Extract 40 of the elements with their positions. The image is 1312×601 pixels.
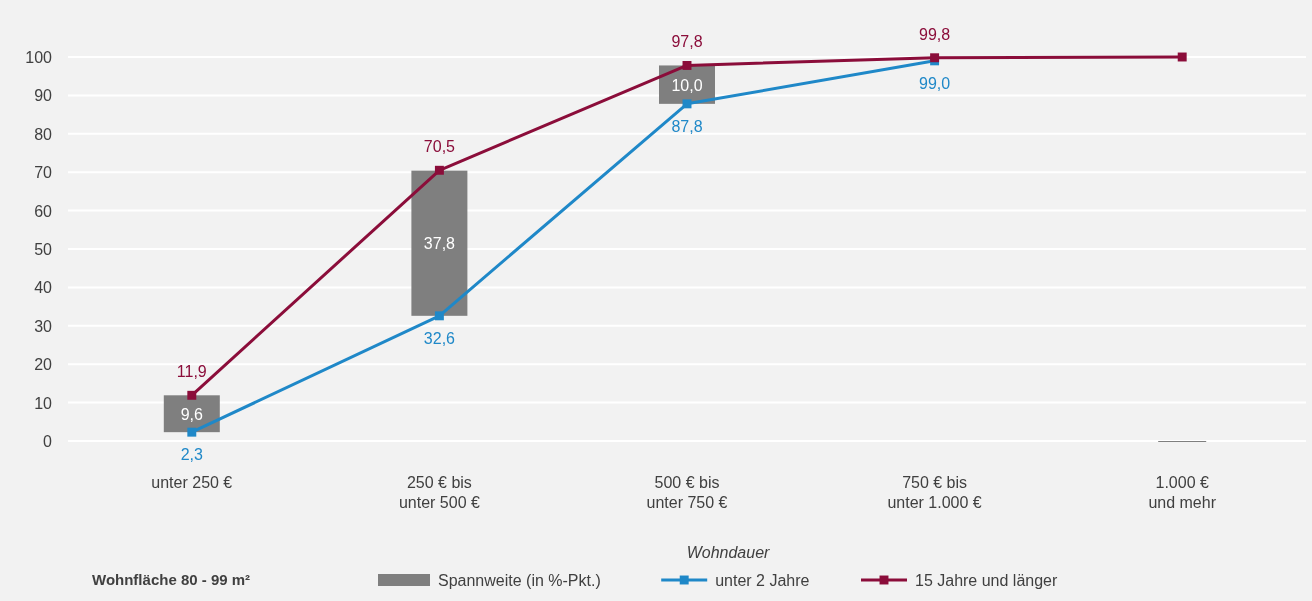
data-label: 99,0 — [919, 74, 951, 92]
y-tick-label: 50 — [34, 241, 53, 258]
data-label: 97,8 — [671, 33, 703, 51]
data-label: 37,8 — [423, 235, 456, 253]
y-tick-label: 40 — [34, 279, 53, 297]
data-label: 70,5 — [423, 138, 456, 156]
x-tick-label: 750 € bis unter 1.000 € — [887, 474, 982, 511]
data-label: 2,3 — [180, 446, 204, 464]
point — [434, 311, 444, 321]
y-tick-label: 20 — [34, 356, 53, 374]
point — [187, 427, 197, 437]
point — [434, 165, 444, 175]
x-tick-label: unter 250 € — [151, 474, 233, 491]
y-tick-label: 0 — [43, 433, 53, 450]
data-label: 32,6 — [423, 329, 456, 347]
point — [682, 99, 692, 109]
data-label: 99,8 — [919, 25, 951, 43]
data-label: 87,8 — [671, 117, 703, 135]
point — [1177, 52, 1187, 62]
y-tick-label: 70 — [34, 164, 53, 182]
y-tick-label: 80 — [34, 125, 53, 143]
y-tick-label: 100 — [25, 49, 53, 66]
x-tick-label: 1.000 € und mehr — [1148, 474, 1217, 511]
bar — [411, 170, 468, 316]
y-tick-label: 90 — [34, 87, 53, 105]
data-label: 9,6 — [180, 405, 204, 423]
data-label: 11,9 — [176, 363, 207, 381]
point — [682, 60, 692, 70]
legend-label: Spannweite (in %-Pkt.) — [438, 572, 601, 589]
legend-title: Wohndauer — [686, 544, 771, 561]
legend-label: unter 2 Jahre — [715, 572, 810, 589]
data-label: 10,0 — [671, 76, 703, 94]
y-tick-label: 30 — [34, 317, 53, 335]
text: Wohnfläche 80 - 99 m² — [92, 571, 251, 588]
x-tick-label: 500 € bis unter 750 € — [646, 474, 728, 511]
point — [187, 390, 197, 400]
y-tick-label: 10 — [34, 394, 53, 412]
x-tick-label: 250 € bis unter 500 € — [398, 474, 480, 511]
legend-label: 15 Jahre und länger — [915, 572, 1058, 589]
y-tick-label: 60 — [34, 202, 53, 220]
